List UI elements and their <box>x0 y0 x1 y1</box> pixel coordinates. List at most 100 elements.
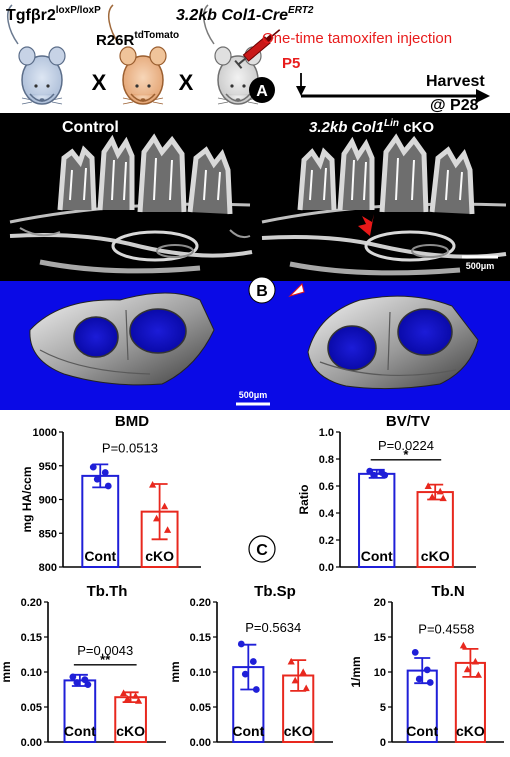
genotype-r26r: R26RtdTomato <box>96 30 179 49</box>
data-point <box>299 668 307 675</box>
y-tick-label: 15 <box>374 632 386 644</box>
category-label: Cont <box>84 548 116 564</box>
white-arrow-icon <box>288 283 305 298</box>
y-tick-label: 0.05 <box>190 702 211 714</box>
data-point <box>164 526 172 533</box>
panel-b-3d: 500μm <box>0 281 510 410</box>
y-tick-label: 900 <box>39 495 57 507</box>
bone-3d-cko <box>307 295 479 390</box>
category-label: Cont <box>361 548 393 564</box>
panel-a: X X <box>6 4 490 114</box>
data-point <box>149 481 157 488</box>
mouse-icon <box>107 4 167 105</box>
panel-c-badge <box>248 535 276 563</box>
category-label: Cont <box>64 723 96 739</box>
data-point <box>241 670 249 678</box>
harvest-label: Harvest <box>426 73 485 90</box>
category-label: cKO <box>456 723 485 739</box>
chart-tbn: 0 5 10 15 20 1/mm Tb.N Cont cKO P=0.4558 <box>349 583 504 749</box>
data-point <box>69 673 77 681</box>
y-tick-label: 0.00 <box>190 737 211 749</box>
genotype-tgfbr2: Tgfβr2loxP/loxP <box>6 5 101 24</box>
category-label: Cont <box>232 723 264 739</box>
scale-label-bottom: 500μm <box>239 390 268 400</box>
chart-title: BV/TV <box>386 413 430 430</box>
p-value: P=0.0513 <box>102 440 158 455</box>
data-point <box>436 487 444 495</box>
data-point <box>287 657 295 665</box>
injection-day: P5 <box>282 55 300 72</box>
data-point <box>459 641 467 649</box>
y-tick-label: 5 <box>380 702 386 714</box>
data-point <box>101 469 109 476</box>
chart-title: Tb.Th <box>87 583 128 600</box>
mouse-icon <box>6 4 66 105</box>
y-tick-label: 0.2 <box>319 535 334 547</box>
data-point <box>132 692 140 699</box>
data-point <box>426 679 434 686</box>
data-point <box>120 689 128 696</box>
y-tick-label: 0 <box>380 737 386 749</box>
data-point <box>302 684 310 692</box>
y-tick-label: 1.0 <box>319 427 334 439</box>
chart-tbth: 0.00 0.05 0.10 0.15 0.20 mm Tb.Th Cont cKO **P=0.… <box>0 583 166 749</box>
data-point <box>471 657 479 665</box>
data-point <box>84 681 92 688</box>
genotype-col1-cre: 3.2kb Col1-CreERT2 <box>176 5 314 24</box>
panel-c-charts: 800 850 900 950 1000 mg HA/ccm BMD Cont cKO P=0.0… <box>0 413 504 749</box>
injection-text: One-time tamoxifen injection <box>262 30 452 47</box>
data-point <box>249 658 257 665</box>
p-value: P=0.0043 <box>77 643 133 658</box>
y-tick-label: 0.20 <box>190 597 211 609</box>
y-axis-label: mg HA/ccm <box>20 466 34 532</box>
y-tick-label: 0.10 <box>21 667 42 679</box>
bar-cko <box>416 491 454 569</box>
y-tick-label: 0.8 <box>319 454 334 466</box>
panel-a-badge <box>249 77 275 103</box>
bone-3d-control <box>29 292 215 386</box>
y-tick-label: 0.10 <box>190 667 211 679</box>
y-tick-label: 10 <box>374 667 386 679</box>
y-axis-label: 1/mm <box>349 656 363 687</box>
cross-symbol-1: X <box>92 70 107 95</box>
svg-text:A: A <box>256 83 268 100</box>
chart-title: Tb.Sp <box>254 583 296 600</box>
y-tick-label: 800 <box>39 562 57 574</box>
data-point <box>81 676 89 684</box>
svg-text:B: B <box>256 283 268 300</box>
y-tick-label: 0.6 <box>319 481 334 493</box>
y-axis-label: mm <box>168 661 182 682</box>
y-tick-label: 950 <box>39 461 57 473</box>
cko-label: 3.2kb Col1Lin cKO <box>309 118 434 136</box>
significance-stars: * <box>403 447 409 462</box>
chart-bvtv: 0.0 0.2 0.4 0.6 0.8 1.0 Ratio BV/TV Cont cKO *P=0.… <box>297 413 476 574</box>
category-label: Cont <box>406 723 438 739</box>
y-tick-label: 0.0 <box>319 562 334 574</box>
chart-tbsp: 0.00 0.05 0.10 0.15 0.20 mm Tb.Sp Cont cKO P=0.56… <box>168 583 333 749</box>
scale-label-top: 500μm <box>466 261 495 271</box>
y-tick-label: 0.4 <box>319 508 335 520</box>
p-value: P=0.4558 <box>418 621 474 636</box>
data-point <box>381 471 389 479</box>
data-point <box>93 475 101 483</box>
y-tick-label: 0.15 <box>21 632 42 644</box>
chart-bmd: 800 850 900 950 1000 mg HA/ccm BMD Cont cKO P=0.0… <box>20 413 201 574</box>
y-axis-label: Ratio <box>297 485 311 515</box>
y-axis-label: mm <box>0 661 13 682</box>
chart-title: BMD <box>115 413 149 430</box>
cross-symbol-2: X <box>179 70 194 95</box>
red-arrow-icon <box>358 214 374 236</box>
data-point <box>411 649 419 656</box>
data-point <box>291 676 299 684</box>
data-point <box>424 482 432 489</box>
data-point <box>135 697 143 704</box>
data-point <box>153 514 161 522</box>
y-tick-label: 0.05 <box>21 702 42 714</box>
syringe-icon <box>234 29 281 69</box>
data-point <box>124 695 132 702</box>
category-label: cKO <box>284 723 313 739</box>
category-label: cKO <box>145 548 174 564</box>
data-point <box>161 502 169 510</box>
microct-image-control <box>9 133 253 274</box>
data-point <box>252 686 260 693</box>
